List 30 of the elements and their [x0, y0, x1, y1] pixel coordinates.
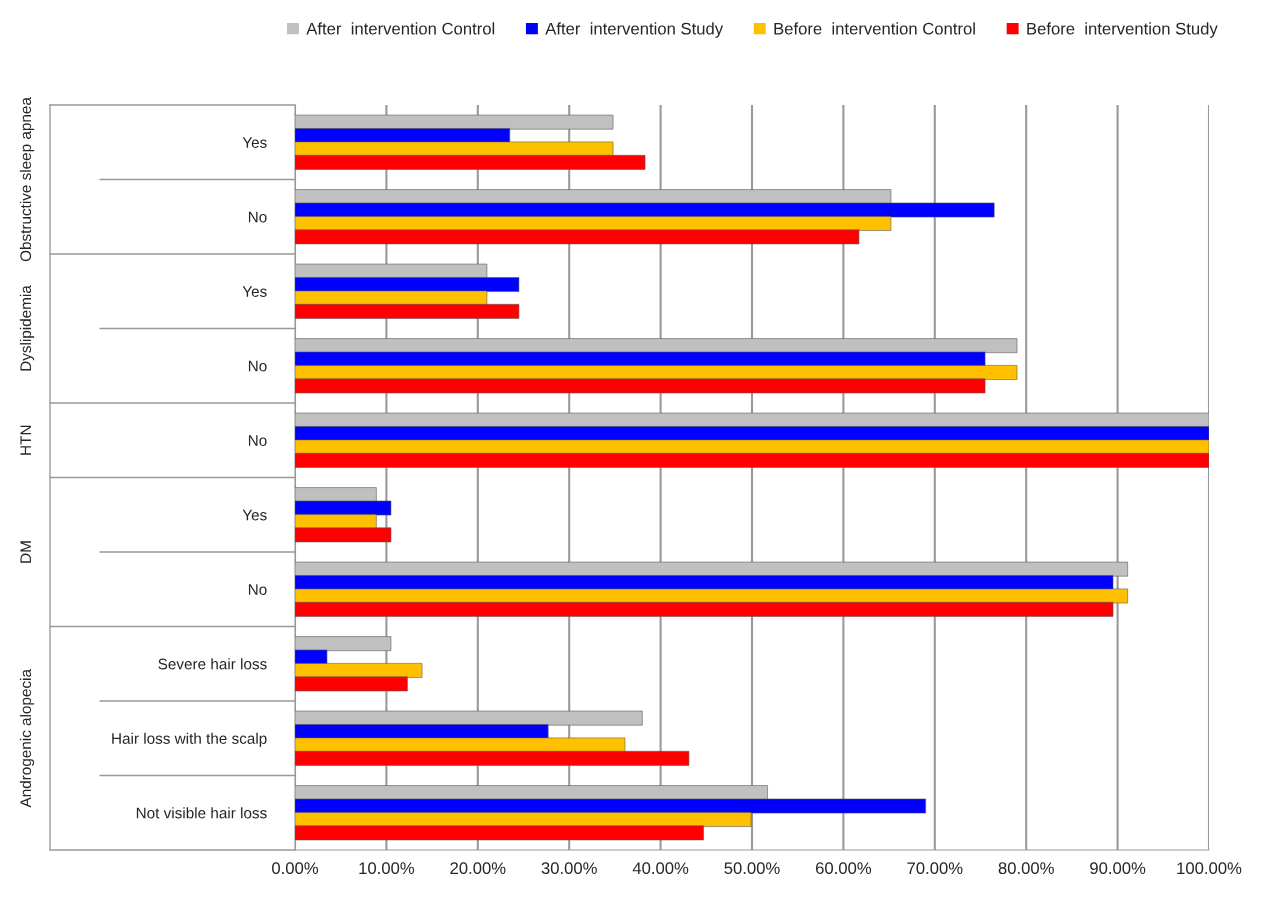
y-tick-label: Severe hair loss [158, 658, 267, 670]
x-tick-label: 50.00% [724, 862, 780, 875]
text: Obstructive sleep apnea [19, 97, 35, 262]
y-tick-label: Hair loss with the scalp [112, 732, 267, 747]
x-tick-label: 100.00% [1177, 862, 1242, 875]
y-tick-label: No [248, 435, 267, 446]
legend-label: Before intervention Study [1027, 22, 1218, 38]
y-tick-label: No [248, 360, 267, 372]
x-tick-label: 30.00% [541, 862, 597, 875]
x-tick-label: 80.00% [998, 862, 1054, 875]
x-tick-label: 40.00% [632, 862, 689, 875]
y-tick-label: No [248, 211, 267, 223]
text: Dyslipidemia [19, 285, 35, 371]
text: Androgenic alopecia [19, 669, 35, 808]
x-tick-label: 20.00% [450, 862, 506, 875]
x-tick-label: 70.00% [907, 862, 963, 875]
y-tick-label: No [248, 584, 267, 595]
x-tick-label: 90.00% [1090, 862, 1146, 875]
x-tick-label: 10.00% [359, 862, 415, 875]
legend-label: After intervention Study [545, 22, 724, 38]
x-tick-label: 60.00% [815, 862, 872, 875]
text: DM [20, 541, 31, 563]
y-tick-label: Yes [242, 286, 267, 297]
y-tick-label: Yes [242, 137, 267, 148]
legend-label: Before intervention Control [774, 22, 975, 35]
x-tick-label: 0.00% [272, 862, 319, 875]
legend-label: After intervention Control [306, 22, 495, 35]
y-tick-label: Yes [242, 509, 267, 521]
text: HTN [20, 425, 31, 455]
y-tick-label: Not visible hair loss [136, 807, 267, 819]
